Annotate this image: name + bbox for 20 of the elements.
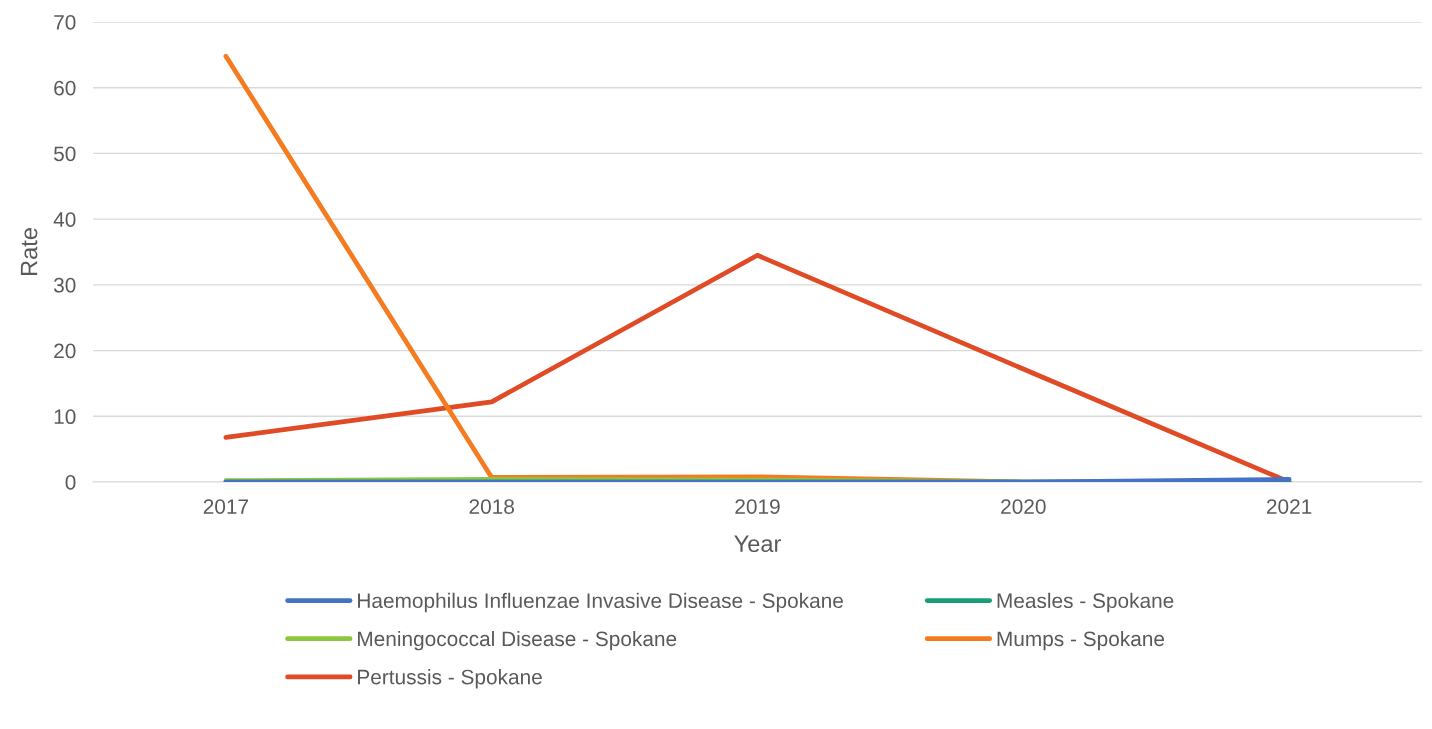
legend-label: Meningococcal Disease - Spokane — [358, 630, 677, 651]
legend-label: Haemophilus Influenzae Invasive Disease - Spokane — [358, 592, 843, 613]
legend-label: Measles - Spokane — [997, 592, 1174, 613]
x-tick-label: 2018 — [469, 499, 514, 514]
y-tick-label: 20 — [54, 343, 76, 359]
y-tick-label: 50 — [54, 146, 76, 162]
x-tick-label: 2019 — [735, 499, 780, 514]
x-tick-label: 2017 — [203, 499, 249, 514]
legend-label: Mumps - Spokane — [997, 630, 1165, 651]
y-tick-label: 70 — [54, 15, 76, 30]
x-tick-label: 2021 — [1266, 499, 1312, 514]
legend-label: Pertussis - Spokane — [358, 669, 542, 689]
y-tick-label: 10 — [54, 409, 76, 425]
y-axis-title: Rate — [20, 228, 38, 275]
y-tick-label: 60 — [54, 80, 76, 96]
y-tick-label: 40 — [53, 212, 76, 227]
x-tick-label: 2020 — [1001, 499, 1046, 514]
y-tick-label: 30 — [53, 277, 76, 293]
x-axis-title: Year — [734, 535, 781, 553]
y-tick-label: 0 — [65, 475, 76, 490]
